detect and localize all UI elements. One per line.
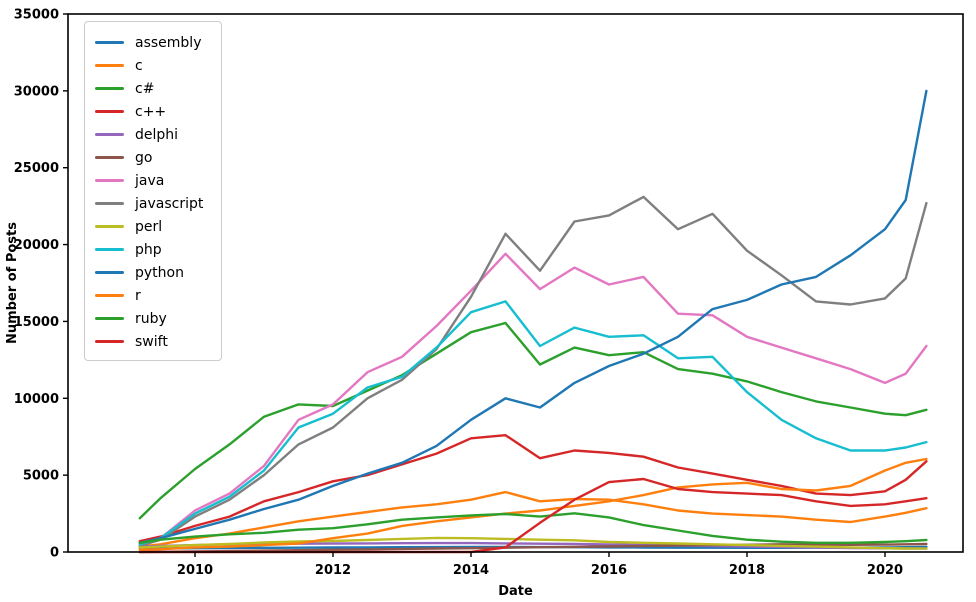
legend-item-java: java	[95, 169, 211, 192]
series-line-javascript	[138, 195, 928, 548]
series-line-java	[138, 252, 928, 546]
legend-item-python: python	[95, 261, 211, 284]
legend-label: java	[135, 172, 165, 189]
legend-swatch-java	[95, 179, 124, 182]
legend-item-go: go	[95, 146, 211, 169]
x-axis-label: Date	[498, 584, 533, 599]
legend-label: c++	[135, 103, 167, 120]
x-tick-label: 2016	[591, 563, 627, 578]
legend-swatch-javascript	[95, 202, 124, 205]
legend-label: javascript	[135, 195, 204, 212]
legend-swatch-ruby	[95, 317, 124, 320]
y-tick-label: 30000	[14, 84, 59, 99]
legend-label: go	[135, 149, 153, 166]
y-tick-label: 35000	[14, 8, 59, 23]
legend-item-swift: swift	[95, 330, 211, 353]
x-tick-label: 2018	[729, 563, 765, 578]
series-line-perl	[138, 536, 928, 550]
legend-item-php: php	[95, 238, 211, 261]
series-line-php	[138, 300, 928, 546]
legend-swatch-c#	[95, 87, 124, 90]
legend-swatch-php	[95, 248, 124, 251]
legend-label: perl	[135, 218, 163, 235]
legend-item-r: r	[95, 284, 211, 307]
series-line-c#	[138, 321, 928, 520]
series-line-c	[138, 490, 928, 548]
legend-swatch-c++	[95, 110, 124, 113]
legend-item-assembly: assembly	[95, 31, 211, 54]
y-tick-label: 5000	[23, 469, 59, 484]
series-line-r	[138, 457, 928, 551]
legend-label: assembly	[135, 34, 202, 51]
legend-item-javascript: javascript	[95, 192, 211, 215]
y-tick-label: 15000	[14, 315, 59, 330]
y-tick-label: 0	[50, 546, 59, 561]
legend-item-c#: c#	[95, 77, 211, 100]
legend-swatch-swift	[95, 340, 124, 343]
legend-swatch-c	[95, 64, 124, 67]
legend-label: c	[135, 57, 143, 74]
x-tick-label: 2010	[177, 563, 213, 578]
legend-item-c: c	[95, 54, 211, 77]
legend-label: swift	[135, 333, 168, 350]
legend-swatch-delphi	[95, 133, 124, 136]
legend-label: r	[135, 287, 141, 304]
series-line-ruby	[138, 512, 928, 544]
legend-swatch-assembly	[95, 41, 124, 44]
y-tick-label: 20000	[14, 238, 59, 253]
legend: assembly c c# c++ delphi go java javascript perl…	[84, 21, 222, 361]
legend-swatch-perl	[95, 225, 124, 228]
legend-label: python	[135, 264, 184, 281]
x-tick-label: 2012	[315, 563, 351, 578]
legend-label: php	[135, 241, 162, 258]
y-tick-label: 10000	[14, 392, 59, 407]
legend-swatch-r	[95, 294, 124, 297]
series-line-go	[138, 542, 928, 554]
series-line-c++	[138, 434, 928, 543]
legend-label: delphi	[135, 126, 179, 143]
plot-border	[67, 13, 964, 553]
x-tick-label: 2020	[867, 563, 903, 578]
series-line-python	[138, 89, 928, 544]
y-axis-label: Number of Posts	[5, 222, 20, 344]
x-tick-label: 2014	[453, 563, 489, 578]
legend-label: ruby	[135, 310, 167, 327]
legend-swatch-go	[95, 156, 124, 159]
legend-item-delphi: delphi	[95, 123, 211, 146]
legend-swatch-python	[95, 271, 124, 274]
legend-item-ruby: ruby	[95, 307, 211, 330]
legend-label: c#	[135, 80, 155, 97]
series-lines	[138, 89, 928, 554]
axis-ticks: 0 5000 10000 15000 20000 25000 30000 35000 2010 2…	[14, 8, 903, 579]
legend-item-c++: c++	[95, 100, 211, 123]
y-tick-label: 25000	[14, 161, 59, 176]
legend-item-perl: perl	[95, 215, 211, 238]
